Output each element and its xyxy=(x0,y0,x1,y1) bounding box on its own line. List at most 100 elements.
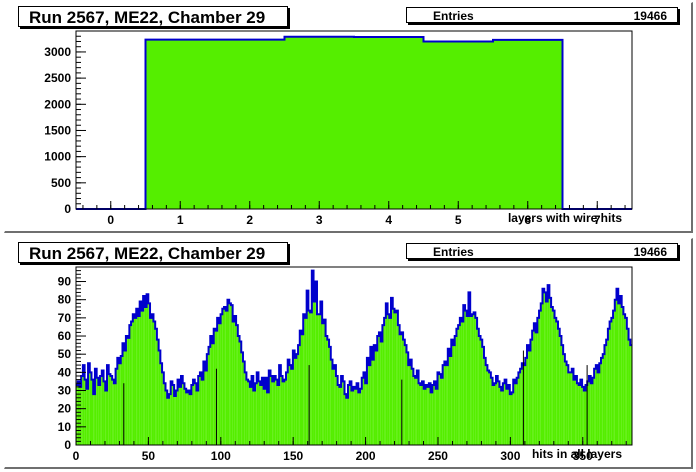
y-tick-label: 10 xyxy=(58,420,72,434)
histogram-bar xyxy=(409,359,412,445)
histogram-bar xyxy=(167,397,169,445)
histogram-outline xyxy=(76,269,632,399)
x-tick-label: 250 xyxy=(428,449,448,463)
histogram-bar xyxy=(332,368,335,445)
histogram-bar xyxy=(501,390,503,445)
stats-entries-label: Entries xyxy=(433,245,474,259)
histogram-bar xyxy=(568,372,571,445)
histogram-bar xyxy=(117,357,120,445)
histogram-bar xyxy=(322,323,324,445)
histogram-bar xyxy=(168,394,171,445)
histogram-bar xyxy=(98,385,101,445)
y-tick-label: 20 xyxy=(58,402,72,416)
histogram-bar xyxy=(248,381,250,445)
stats-box: Entries 19466 xyxy=(406,243,678,259)
stats-entries-value: 19466 xyxy=(633,9,667,23)
histogram-bar xyxy=(106,365,109,445)
histogram-bar xyxy=(471,314,474,445)
stats-entries-value: 19466 xyxy=(633,245,667,259)
histogram-bar xyxy=(205,370,207,445)
histogram-bar xyxy=(268,370,271,445)
histogram-bar xyxy=(618,303,620,445)
histogram-bar xyxy=(187,390,190,445)
histogram-bar xyxy=(602,354,605,445)
histogram-bar xyxy=(134,317,137,445)
y-tick-label: 500 xyxy=(51,176,71,190)
histogram-bar xyxy=(172,385,175,445)
histogram-bar xyxy=(301,334,304,445)
histogram-bar xyxy=(365,383,367,445)
histogram-bar xyxy=(559,336,562,445)
histogram-bar xyxy=(363,372,366,445)
histogram-bar xyxy=(270,375,273,445)
histogram-bar xyxy=(141,310,144,445)
histogram-bar xyxy=(576,383,579,445)
histogram-bar xyxy=(89,372,92,445)
histogram-bar xyxy=(597,372,600,445)
histogram-bar xyxy=(361,377,364,445)
histogram-bar xyxy=(570,372,572,445)
histogram-bar xyxy=(76,385,78,445)
histogram-bar xyxy=(556,321,558,445)
histogram-bar xyxy=(537,317,540,445)
histogram-outline xyxy=(76,35,632,210)
histogram-bar xyxy=(449,356,452,445)
histogram-bar xyxy=(497,381,500,445)
histogram-bar xyxy=(368,365,371,445)
histogram-bar xyxy=(496,375,498,445)
histogram-bar xyxy=(93,394,95,445)
histogram-bar xyxy=(220,314,223,445)
histogram-bar xyxy=(91,379,94,445)
x-tick-label: 1 xyxy=(177,213,184,227)
histogram-bar xyxy=(621,306,624,445)
histogram-bar xyxy=(440,377,443,445)
histogram-bar xyxy=(144,306,147,445)
histogram-bar xyxy=(354,388,357,445)
histogram-bar xyxy=(370,346,373,445)
histogram-bar xyxy=(504,379,507,445)
x-tick-label: 350 xyxy=(573,449,593,463)
histogram-bar xyxy=(511,392,514,445)
histogram-bar xyxy=(148,303,151,445)
histogram-bar xyxy=(225,310,228,445)
histogram-bar xyxy=(339,386,342,445)
histogram-bar xyxy=(428,383,431,445)
hits-histogram-canvas: 0 10 20 30 40 50 60 70 80 90 0 50 100 150 200 250 300 350… xyxy=(58,266,633,463)
x-tick-label: 0 xyxy=(107,213,114,227)
histogram-bar xyxy=(191,385,194,445)
histogram-bar xyxy=(239,341,242,445)
histogram-bar xyxy=(110,375,113,445)
histogram-bar xyxy=(366,357,369,445)
histogram-bar xyxy=(561,345,564,445)
histogram-bar xyxy=(131,321,133,445)
histogram-bar xyxy=(408,365,410,445)
histogram-bar xyxy=(377,336,379,445)
histogram-bar xyxy=(213,328,216,445)
y-tick-label: 2500 xyxy=(44,71,71,85)
histogram-bar xyxy=(396,310,398,445)
histogram-bar xyxy=(86,388,89,445)
histogram-bar xyxy=(535,332,538,445)
x-tick-label: 300 xyxy=(500,449,520,463)
histogram-bar xyxy=(551,306,553,445)
histogram-bar xyxy=(521,363,524,445)
histogram-bar xyxy=(575,375,577,445)
histogram-bar xyxy=(127,337,130,445)
histogram-bar xyxy=(175,390,178,445)
histogram-bar xyxy=(354,37,424,210)
histogram-bar xyxy=(170,381,173,445)
histogram-bar xyxy=(571,368,574,445)
histogram-bar xyxy=(310,312,312,445)
histogram-bar xyxy=(287,359,290,445)
histogram-bar xyxy=(573,379,576,445)
histogram-bar xyxy=(451,339,453,445)
histogram-bar xyxy=(112,379,114,445)
histogram-bar xyxy=(258,381,261,445)
histogram-bar xyxy=(186,392,188,445)
histogram-bar xyxy=(490,377,493,445)
histogram-bar xyxy=(244,372,247,445)
histogram-bar xyxy=(544,292,546,445)
histogram-bar xyxy=(594,368,596,445)
histogram-bar xyxy=(132,314,135,445)
